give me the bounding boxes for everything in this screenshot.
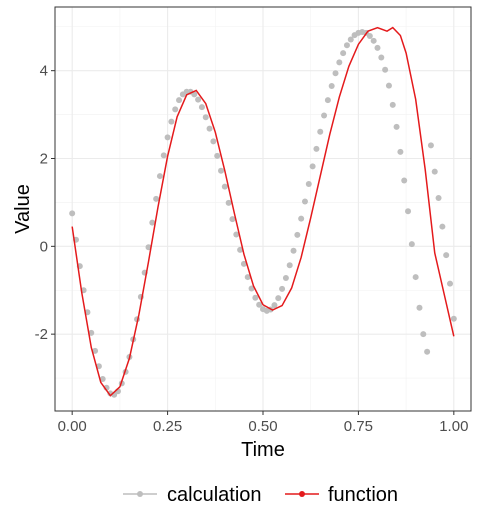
calculation-point [447,280,454,287]
calculation-point [324,97,331,104]
calculation-point [393,123,400,130]
calculation-point [271,302,278,309]
calculation-point [202,114,209,121]
calculation-point [443,252,450,259]
calculation-point [210,138,217,145]
calculation-point [401,177,408,184]
x-tick-label: 0.00 [58,418,87,435]
legend-function-key-dot [299,491,305,497]
calculation-point [336,59,343,66]
calculation-point [343,42,350,49]
calculation-point [149,219,156,226]
calculation-point [294,231,301,238]
calculation-point [450,315,457,322]
calculation-point [332,70,339,77]
x-tick-label: 0.50 [248,418,277,435]
y-tick-label: 0 [40,238,48,255]
calculation-point [408,241,415,248]
calculation-point [206,125,213,132]
legend: calculation function [123,484,398,506]
x-axis-ticks: 0.00 0.25 0.50 0.75 1.00 [58,411,468,435]
x-tick-label: 0.75 [344,418,373,435]
legend-calculation-key-dot [137,491,143,497]
calculation-point [385,82,392,89]
calculation-point [412,274,419,281]
calculation-point [252,294,259,301]
calculation-point [168,118,175,125]
calculation-point [99,375,106,382]
calculation-point [172,106,179,113]
calculation-point [366,32,373,39]
calculation-point [248,285,255,292]
calculation-point [340,50,347,57]
function-line [71,26,455,397]
calculation-point [309,163,316,170]
calculation-point [244,274,251,281]
legend-calculation-label: calculation [167,484,262,506]
calculation-point [229,216,236,223]
calculation-point [176,97,183,104]
calculation-point [191,91,198,98]
y-tick-label: 2 [40,151,48,168]
calculation-point [370,37,377,44]
calculation-point [233,231,240,238]
legend-item-calculation: calculation [123,484,262,506]
y-axis-ticks: -2 0 2 4 [35,63,55,343]
calculation-point [221,183,228,190]
legend-item-function: function [285,484,398,506]
calculation-point [282,274,289,281]
calculation-point [298,215,305,222]
calculation-point [256,301,263,308]
calculation-point [286,262,293,269]
legend-function-label: function [328,484,398,506]
calculation-point [328,83,335,90]
calculation-point [435,195,442,202]
calculation-point [160,152,167,159]
calculation-point [378,54,385,61]
grid-major [55,7,471,411]
calculation-point [92,347,99,354]
calculation-point [164,134,171,141]
calculation-series [69,29,457,398]
calculation-point [321,112,328,119]
x-tick-label: 0.25 [153,418,182,435]
calculation-point [313,145,320,152]
calculation-point [420,331,427,338]
calculation-point [156,173,163,180]
calculation-point [405,208,412,215]
calculation-point [374,44,381,51]
calculation-point [214,152,221,159]
y-tick-label: -2 [35,326,48,343]
calculation-point [301,198,308,205]
calculation-point [416,304,423,311]
calculation-point [225,199,232,206]
x-tick-label: 1.00 [439,418,468,435]
calculation-point [290,247,297,254]
calculation-point [389,101,396,108]
calculation-point [397,148,404,155]
calculation-point [237,246,244,253]
y-axis-title: Value [12,184,34,234]
calculation-point [69,210,76,217]
calculation-point [195,96,202,103]
calculation-point [431,168,438,175]
y-tick-label: 4 [40,63,48,80]
calculation-point [427,142,434,149]
calculation-point [317,128,324,135]
calculation-point [218,167,225,174]
x-axis-title: Time [241,439,285,461]
calculation-point [240,260,247,267]
calculation-point [279,285,286,292]
calculation-point [275,295,282,302]
calculation-point [439,223,446,230]
calculation-point [424,348,431,355]
calculation-point [305,180,312,187]
calculation-point [198,104,205,111]
calculation-point [153,195,160,202]
calculation-point [382,66,389,73]
calculation-point [347,36,354,43]
